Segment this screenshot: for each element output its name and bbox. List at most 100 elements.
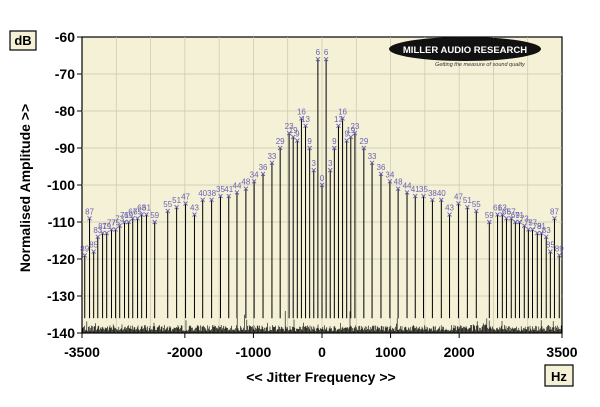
x-axis-title: << Jitter Frequency >>	[246, 369, 395, 385]
peak-label: 79	[102, 222, 111, 231]
peak-label: 3	[312, 159, 317, 168]
peak-marker	[303, 123, 308, 129]
peak-marker	[327, 167, 333, 173]
peak-marker	[430, 197, 435, 203]
x-tick-label: 2000	[444, 344, 475, 360]
peak-marker	[556, 252, 562, 258]
peak-marker	[87, 215, 92, 221]
peak-label: 61	[142, 204, 151, 213]
peak-label: 40	[198, 189, 207, 198]
peak-label: 75	[524, 218, 533, 227]
peak-label: 89	[555, 244, 564, 253]
peak-marker	[307, 145, 312, 151]
peak-marker	[447, 212, 452, 217]
logo: MILLER AUDIO RESEARCH Getting the measur…	[389, 37, 541, 68]
x-tick-label: 1000	[375, 344, 406, 360]
peak-marker	[315, 56, 321, 62]
peak-label: 81	[537, 222, 546, 231]
noise-path	[81, 311, 562, 333]
peak-label: 35	[216, 185, 225, 194]
peak-label: 87	[550, 207, 559, 216]
peak-marker	[290, 134, 296, 140]
peak-marker	[539, 230, 544, 236]
y-tick-labels: -60 -70 -80 -90 -100 -110 -120 -130 -140	[47, 29, 82, 341]
peak-label: 61	[493, 204, 502, 213]
peak-marker	[521, 223, 527, 229]
peak-label: 6	[324, 48, 329, 57]
peak-label: 6	[316, 48, 321, 57]
peak-label: 19	[289, 126, 298, 135]
peak-marker	[395, 186, 401, 192]
peak-label: 63	[137, 204, 146, 213]
peak-label: 13	[301, 115, 310, 124]
peak-marker	[513, 219, 518, 225]
peak-marker	[117, 223, 123, 229]
peak-label: 41	[411, 185, 420, 194]
peak-label: 34	[250, 170, 259, 179]
peak-label: 19	[346, 126, 355, 135]
peak-label: 33	[267, 152, 276, 161]
peak-marker	[530, 227, 535, 232]
y-unit-box	[9, 30, 37, 51]
peak-label: 83	[93, 226, 102, 235]
peak-label: 16	[297, 107, 306, 116]
peak-marker	[100, 230, 105, 236]
peak-marker	[526, 227, 531, 232]
peak-marker	[113, 227, 118, 232]
peak-label: 9	[344, 130, 349, 139]
noise-floor	[81, 311, 562, 333]
peak-marker	[269, 160, 275, 166]
peak-label: 65	[133, 207, 142, 216]
peak-label: 47	[181, 193, 190, 202]
peak-label: 36	[259, 163, 268, 172]
peak-label: 9	[295, 130, 300, 139]
peak-label: 34	[385, 170, 394, 179]
peak-marker	[534, 230, 540, 236]
y-tick-label: -100	[47, 177, 75, 193]
x-tick-label: -1000	[236, 344, 272, 360]
peak-label: 79	[533, 222, 542, 231]
y-unit-label: dB	[14, 33, 31, 48]
peak-marker	[495, 212, 500, 217]
peak-marker	[438, 197, 444, 203]
peak-label: 71	[515, 211, 524, 220]
peak-marker	[95, 234, 101, 240]
peak-label: 85	[89, 241, 98, 250]
logo-tagline: Getting the measure of sound quality	[435, 62, 526, 68]
peak-label: 47	[454, 193, 463, 202]
peak-marker	[336, 123, 341, 129]
peak-marker	[412, 193, 418, 199]
peak-marker	[361, 145, 367, 151]
peak-label: 3	[328, 159, 333, 168]
peak-marker	[387, 178, 393, 184]
peak-marker	[122, 219, 127, 225]
peak-marker	[104, 230, 110, 236]
peak-marker	[299, 116, 304, 121]
peak-marker	[344, 138, 350, 143]
peak-marker	[378, 171, 384, 177]
peak-marker	[200, 197, 206, 203]
peak-marker	[340, 116, 345, 121]
peak-marker	[226, 193, 232, 199]
peak-marker	[209, 197, 214, 203]
x-unit-label: Hz	[551, 369, 567, 384]
peak-marker	[135, 215, 140, 221]
y-tick-label: -60	[55, 29, 75, 45]
peak-marker	[91, 249, 96, 254]
peak-label: 38	[207, 189, 216, 198]
y-tick-label: -120	[47, 251, 75, 267]
peak-label: 35	[419, 185, 428, 194]
peak-label: 33	[368, 152, 377, 161]
peak-label: 89	[80, 244, 89, 253]
y-tick-label: -90	[55, 140, 75, 156]
peak-marker	[504, 215, 509, 221]
peak-label: 29	[359, 137, 368, 146]
peak-marker	[508, 215, 514, 221]
peak-marker	[352, 130, 358, 136]
peak-marker	[260, 171, 266, 177]
y-tick-label: -70	[55, 66, 75, 82]
peak-label: 65	[502, 207, 511, 216]
x-tick-label: 0	[318, 344, 326, 360]
peak-marker	[323, 56, 329, 62]
